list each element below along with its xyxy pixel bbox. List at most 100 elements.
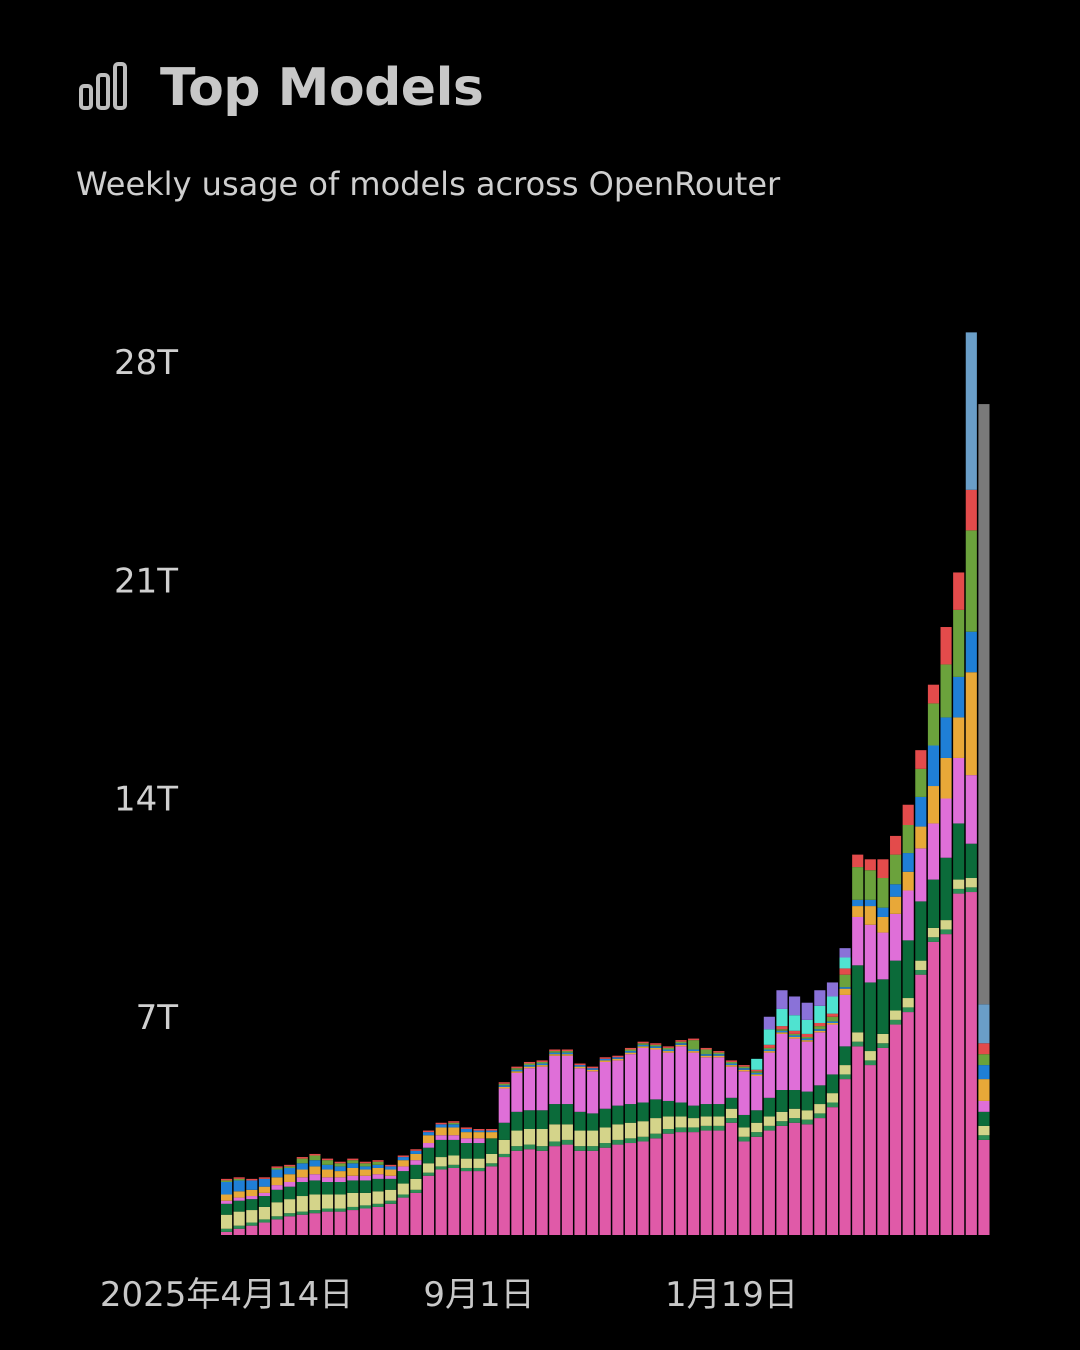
bar-segment[interactable] (334, 1208, 346, 1212)
bar-segment[interactable] (435, 1127, 447, 1136)
bar-segment[interactable] (738, 1136, 750, 1142)
bar-segment[interactable] (372, 1167, 384, 1175)
bar-segment[interactable] (549, 1104, 561, 1125)
bar-segment[interactable] (612, 1057, 624, 1059)
bar-segment[interactable] (751, 1069, 763, 1072)
bar-segment[interactable] (877, 1043, 889, 1048)
bar-segment[interactable] (233, 1178, 245, 1181)
bar-segment[interactable] (334, 1211, 346, 1235)
bar-segment[interactable] (700, 1116, 712, 1126)
bar-segment[interactable] (789, 1035, 801, 1038)
bar-segment[interactable] (221, 1214, 233, 1229)
bar-segment[interactable] (738, 1114, 750, 1128)
bar-segment[interactable] (637, 1047, 649, 1103)
bar-segment[interactable] (700, 1049, 712, 1055)
bar-segment[interactable] (385, 1166, 397, 1170)
bar-segment[interactable] (359, 1169, 371, 1176)
bar-segment[interactable] (549, 1054, 561, 1056)
bar-segment[interactable] (549, 1049, 561, 1052)
bar-segment[interactable] (738, 1065, 750, 1067)
bar-segment[interactable] (789, 1015, 801, 1031)
bar-segment[interactable] (700, 1047, 712, 1050)
bar-segment[interactable] (271, 1166, 283, 1168)
bar-segment[interactable] (347, 1175, 359, 1181)
bar-segment[interactable] (359, 1208, 371, 1236)
bar-segment[interactable] (902, 998, 914, 1008)
bar-segment[interactable] (852, 1046, 864, 1235)
bar-segment[interactable] (953, 572, 965, 610)
bar-segment[interactable] (334, 1163, 346, 1167)
bar-segment[interactable] (953, 717, 965, 758)
bar-segment[interactable] (574, 1063, 586, 1066)
bar-segment[interactable] (700, 1104, 712, 1117)
bar-segment[interactable] (296, 1158, 308, 1164)
bar-segment[interactable] (953, 888, 965, 894)
bar-segment[interactable] (612, 1058, 624, 1061)
bar-segment[interactable] (347, 1167, 359, 1176)
bar-segment[interactable] (309, 1155, 321, 1161)
bar-segment[interactable] (460, 1132, 472, 1139)
bar-segment[interactable] (599, 1127, 611, 1144)
bar-segment[interactable] (839, 1074, 851, 1080)
bar-segment[interactable] (359, 1161, 371, 1164)
bar-segment[interactable] (902, 871, 914, 891)
bar-segment[interactable] (839, 1046, 851, 1066)
bar-segment[interactable] (233, 1225, 245, 1229)
bar-segment[interactable] (334, 1171, 346, 1178)
bar-segment[interactable] (347, 1180, 359, 1193)
bar-segment[interactable] (978, 1054, 990, 1066)
bar-segment[interactable] (523, 1066, 536, 1069)
bar-segment[interactable] (650, 1099, 662, 1119)
bar-segment[interactable] (347, 1158, 359, 1161)
bar-segment[interactable] (574, 1111, 586, 1131)
bar-segment[interactable] (246, 1210, 258, 1223)
bar-segment[interactable] (814, 1113, 826, 1119)
bar-segment[interactable] (624, 1049, 637, 1052)
bar-segment[interactable] (599, 1147, 611, 1235)
bar-segment[interactable] (637, 1121, 649, 1137)
bar-segment[interactable] (751, 1136, 763, 1235)
bar-segment[interactable] (801, 1091, 813, 1111)
bar-segment[interactable] (624, 1047, 637, 1050)
bar-segment[interactable] (624, 1143, 637, 1235)
bar-segment[interactable] (877, 1047, 889, 1235)
bar-segment[interactable] (385, 1203, 397, 1235)
bar-segment[interactable] (776, 990, 788, 1009)
bar-segment[interactable] (246, 1189, 258, 1197)
bar-segment[interactable] (612, 1144, 624, 1235)
bar-segment[interactable] (940, 857, 952, 921)
bar-segment[interactable] (511, 1150, 523, 1235)
bar-segment[interactable] (309, 1174, 321, 1181)
bar-segment[interactable] (839, 957, 851, 969)
bar-segment[interactable] (549, 1052, 561, 1055)
bar-segment[interactable] (284, 1216, 296, 1235)
bar-segment[interactable] (233, 1211, 245, 1226)
bar-segment[interactable] (662, 1049, 674, 1052)
bar-segment[interactable] (662, 1128, 674, 1134)
bar-segment[interactable] (789, 1122, 801, 1235)
bar-segment[interactable] (738, 1127, 750, 1137)
bar-segment[interactable] (296, 1182, 308, 1197)
bar-segment[interactable] (574, 1066, 586, 1069)
bar-segment[interactable] (321, 1164, 334, 1170)
bar-segment[interactable] (523, 1110, 536, 1129)
bar-segment[interactable] (561, 1052, 573, 1055)
bar-segment[interactable] (852, 906, 864, 917)
bar-segment[interactable] (650, 1046, 662, 1048)
bar-segment[interactable] (637, 1102, 649, 1122)
bar-segment[interactable] (915, 750, 927, 769)
bar-segment[interactable] (372, 1191, 384, 1204)
bar-segment[interactable] (978, 1004, 990, 1044)
bar-segment[interactable] (511, 1072, 523, 1112)
bar-segment[interactable] (359, 1205, 371, 1209)
bar-segment[interactable] (385, 1164, 397, 1167)
bar-segment[interactable] (321, 1158, 334, 1161)
bar-segment[interactable] (561, 1051, 573, 1053)
bar-segment[interactable] (448, 1139, 460, 1156)
bar-segment[interactable] (801, 1041, 813, 1092)
bar-segment[interactable] (258, 1186, 270, 1193)
bar-segment[interactable] (688, 1052, 700, 1106)
bar-segment[interactable] (890, 1024, 902, 1235)
bar-segment[interactable] (662, 1116, 674, 1129)
bar-segment[interactable] (662, 1052, 674, 1101)
